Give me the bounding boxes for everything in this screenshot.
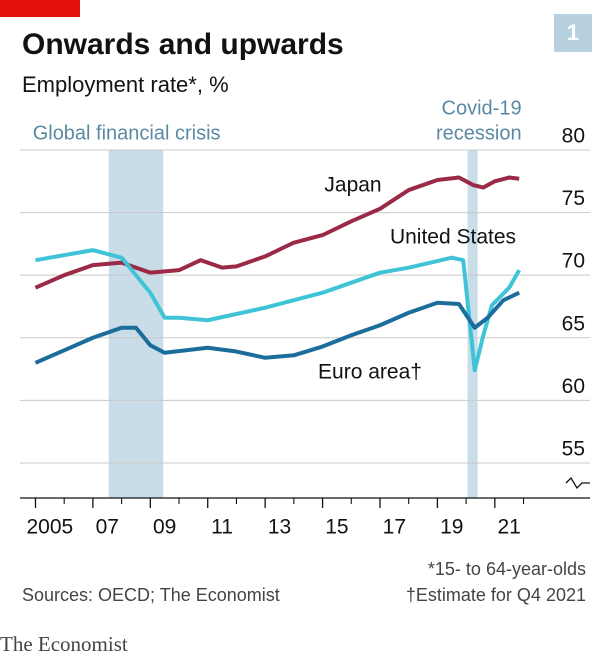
y-tick-label: 75 [562,187,585,210]
footnote: †Estimate for Q4 2021 [406,585,586,605]
series-line [34,175,520,290]
series-line [34,290,521,365]
x-tick-label: 2005 [26,516,73,539]
x-tick-label: 19 [440,516,463,539]
x-tick-label: 21 [497,516,520,539]
series-label: Japan [324,174,381,197]
footnote: *15- to 64-year-olds [428,559,586,579]
series-line [35,248,521,373]
y-tick-label: 55 [562,437,585,460]
labels-layer: Japan United States Euro area† [318,174,516,384]
x-tick-label: 07 [96,516,119,539]
chart-number-box [554,14,592,52]
shaded-label: Covid-19 [442,97,522,119]
lines-layer [34,175,521,373]
brand-bar [0,0,80,17]
chart-subtitle: Employment rate*, % [22,72,229,97]
x-tick-label: 17 [383,516,406,539]
series-label: United States [390,226,516,249]
y-tick-label: 65 [562,312,585,335]
chart-title: Onwards and upwards [22,28,344,61]
x-tick-label: 15 [325,516,348,539]
shaded-period [108,150,164,498]
axis-break [565,476,590,490]
shaded-label: Global financial crisis [33,122,221,144]
x-tick-label: 13 [268,516,291,539]
y-tick-label: 60 [562,375,585,398]
shaded-layer: Global financial crisis Covid-19 recession [33,97,522,498]
series-label: Euro area† [318,361,422,384]
source: Sources: OECD; The Economist [22,585,280,605]
chart-number: 1 [567,20,579,45]
y-tick-label: 70 [562,250,585,273]
x-tick-label: 09 [153,516,176,539]
y-tick-label: 80 [562,125,585,148]
brand: The Economist [0,632,128,656]
x-tick-label: 11 [211,516,233,539]
grid-layer: 55 60 65 70 75 80 2005 07 09 11 13 15 17 19 21 [20,125,590,539]
shaded-label: recession [436,122,522,144]
